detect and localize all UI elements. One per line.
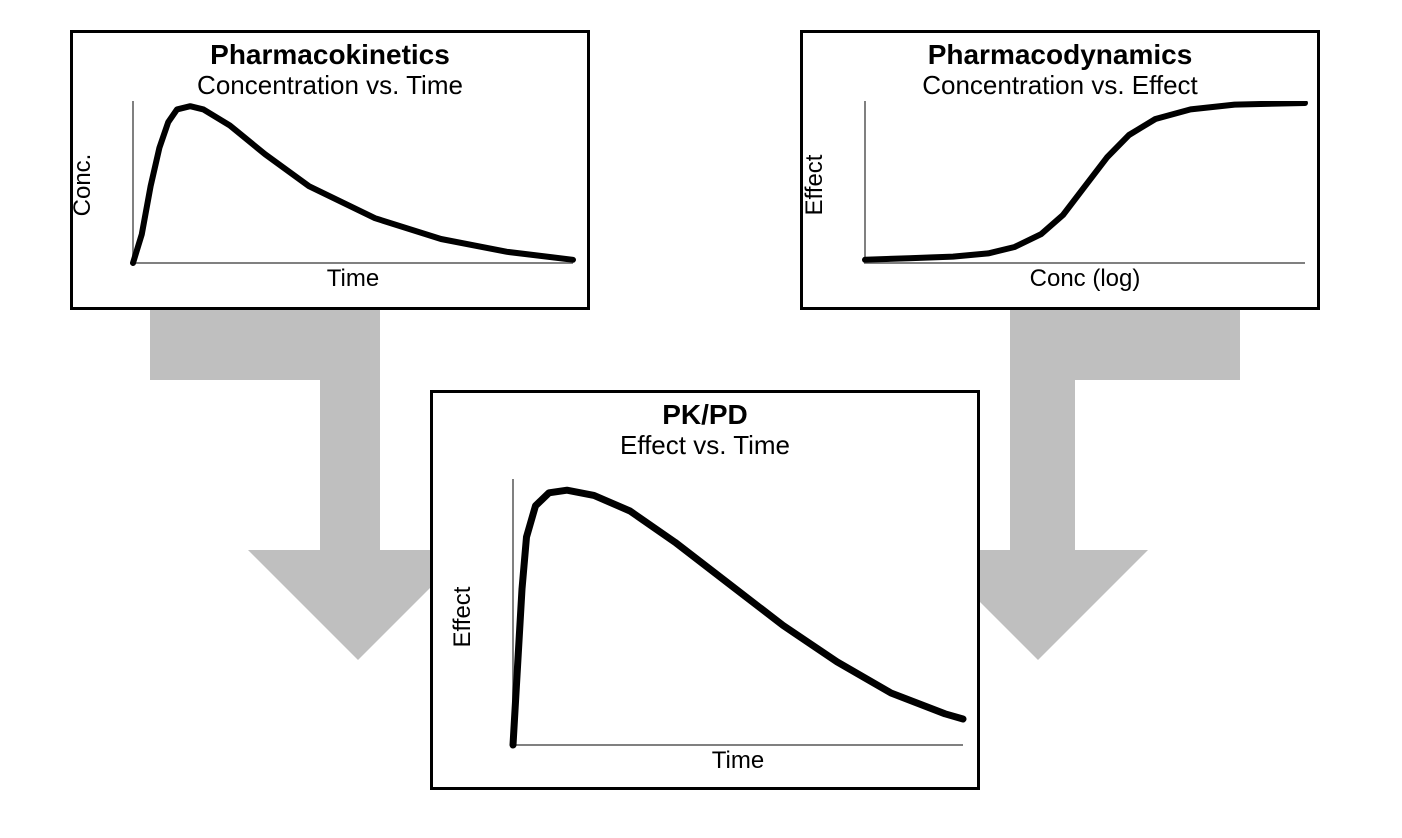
pk-y-axis-label: Conc. — [69, 145, 97, 225]
pd-subtitle: Concentration vs. Effect — [803, 71, 1317, 101]
pk-line-chart — [73, 101, 587, 267]
panel-pkpd: PK/PD Effect vs. Time Effect Time — [430, 390, 980, 790]
pd-titles: Pharmacodynamics Concentration vs. Effec… — [803, 33, 1317, 101]
pkpd-plot-wrap: Effect Time — [433, 461, 977, 749]
pkpd-y-axis-label: Effect — [449, 577, 477, 657]
pkpd-subtitle: Effect vs. Time — [433, 431, 977, 461]
pd-y-axis-label: Effect — [801, 145, 829, 225]
pk-plot-wrap: Conc. Time — [73, 101, 587, 267]
pkpd-line-chart — [433, 461, 977, 749]
pk-titles: Pharmacokinetics Concentration vs. Time — [73, 33, 587, 101]
pd-x-axis-label: Conc (log) — [865, 265, 1305, 293]
panel-pharmacodynamics: Pharmacodynamics Concentration vs. Effec… — [800, 30, 1320, 310]
pk-x-axis-label: Time — [133, 265, 573, 293]
diagram-stage: Pharmacokinetics Concentration vs. Time … — [0, 0, 1402, 838]
pkpd-titles: PK/PD Effect vs. Time — [433, 393, 977, 461]
pk-title: Pharmacokinetics — [73, 39, 587, 71]
pkpd-x-axis-label: Time — [513, 747, 963, 775]
panel-pharmacokinetics: Pharmacokinetics Concentration vs. Time … — [70, 30, 590, 310]
pkpd-title: PK/PD — [433, 399, 977, 431]
pd-plot-wrap: Effect Conc (log) — [803, 101, 1317, 267]
pd-line-chart — [803, 101, 1317, 267]
pd-title: Pharmacodynamics — [803, 39, 1317, 71]
pk-subtitle: Concentration vs. Time — [73, 71, 587, 101]
